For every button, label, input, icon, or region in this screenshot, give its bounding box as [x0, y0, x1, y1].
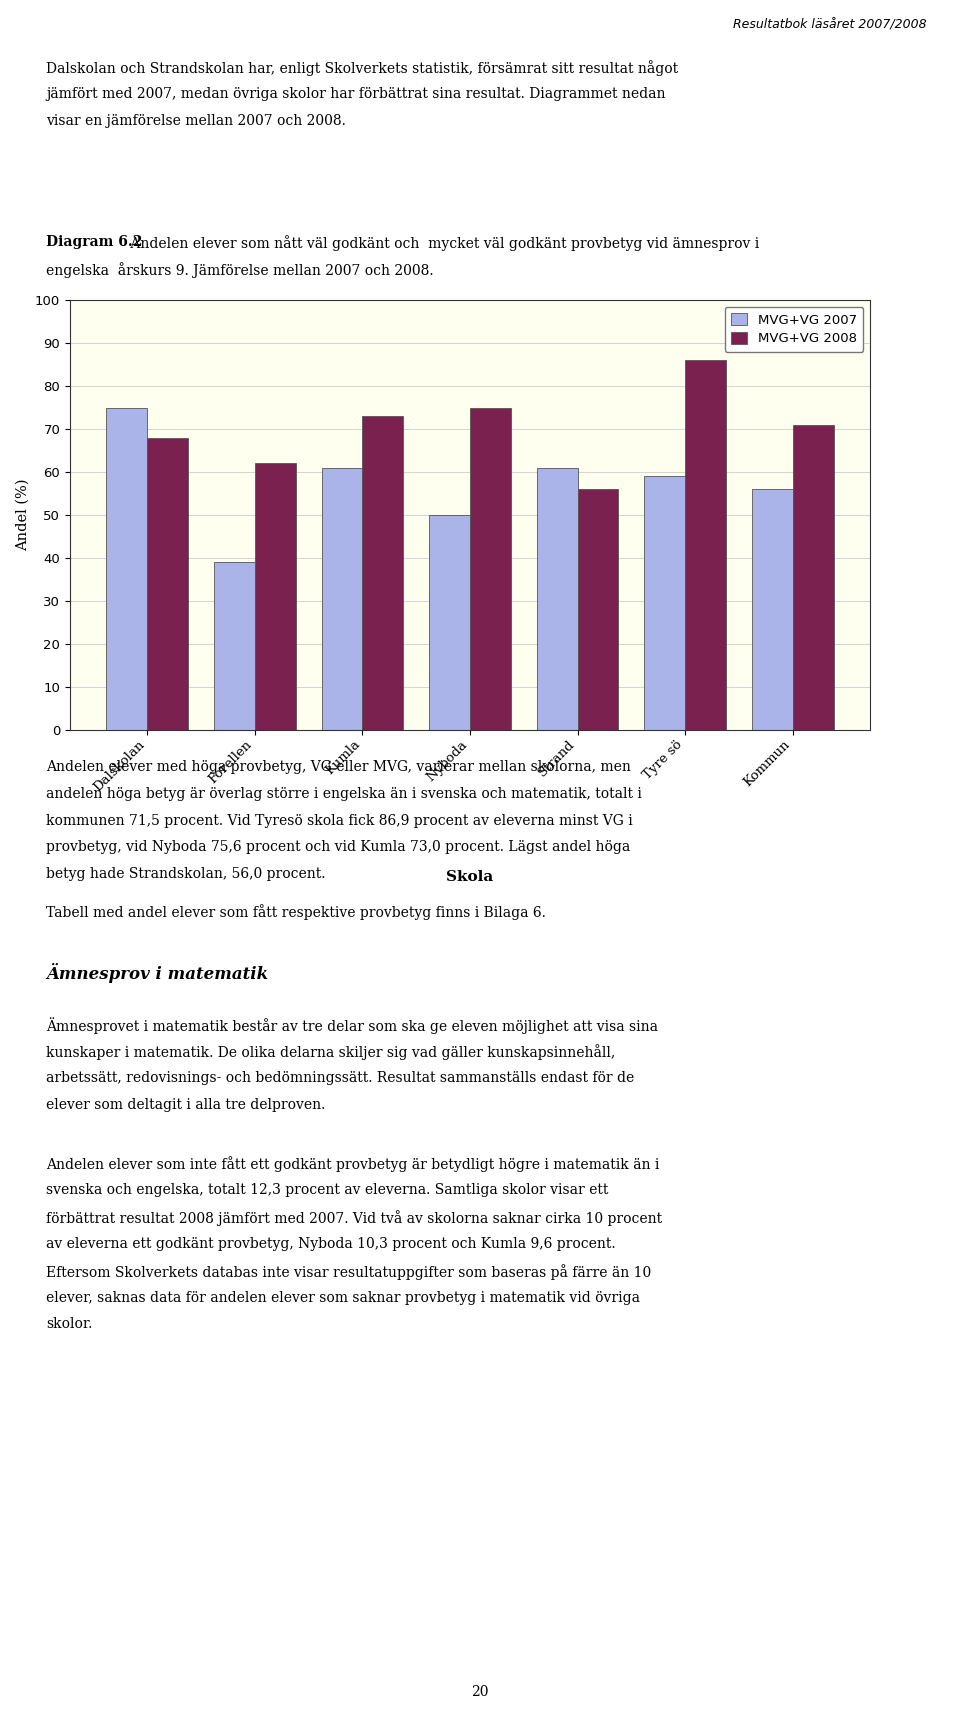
X-axis label: Skola: Skola: [446, 870, 493, 884]
Text: provbetyg, vid Nyboda 75,6 procent och vid Kumla 73,0 procent. Lägst andel höga: provbetyg, vid Nyboda 75,6 procent och v…: [46, 841, 631, 855]
Text: engelska  årskurs 9. Jämförelse mellan 2007 och 2008.: engelska årskurs 9. Jämförelse mellan 20…: [46, 261, 434, 279]
Text: Andelen elever som inte fått ett godkänt provbetyg är betydligt högre i matemati: Andelen elever som inte fått ett godkänt…: [46, 1157, 660, 1173]
Text: Diagram 6.2: Diagram 6.2: [46, 235, 142, 249]
Bar: [793, 424, 833, 730]
Text: Eftersom Skolverkets databas inte visar resultatuppgifter som baseras på färre ä: Eftersom Skolverkets databas inte visar …: [46, 1265, 651, 1280]
Text: betyg hade Strandskolan, 56,0 procent.: betyg hade Strandskolan, 56,0 procent.: [46, 867, 325, 881]
Text: andelen höga betyg är överlag större i engelska än i svenska och matematik, tota: andelen höga betyg är överlag större i e…: [46, 787, 642, 801]
Bar: [685, 360, 726, 730]
Text: arbetssätt, redovisnings- och bedömningssätt. Resultat sammanställs endast för d: arbetssätt, redovisnings- och bedömnings…: [46, 1071, 635, 1085]
Text: 20: 20: [471, 1685, 489, 1699]
Bar: [429, 516, 470, 730]
Bar: [470, 408, 511, 730]
Legend: MVG+VG 2007, MVG+VG 2008: MVG+VG 2007, MVG+VG 2008: [725, 306, 863, 351]
Bar: [322, 467, 363, 730]
Text: av eleverna ett godkänt provbetyg, Nyboda 10,3 procent och Kumla 9,6 procent.: av eleverna ett godkänt provbetyg, Nybod…: [46, 1237, 615, 1251]
Bar: [254, 464, 296, 730]
Text: jämfört med 2007, medan övriga skolor har förbättrat sina resultat. Diagrammet n: jämfört med 2007, medan övriga skolor ha…: [46, 86, 665, 100]
Bar: [363, 417, 403, 730]
Text: Ämnesprov i matematik: Ämnesprov i matematik: [46, 964, 268, 983]
Text: Tabell med andel elever som fått respektive provbetyg finns i Bilaga 6.: Tabell med andel elever som fått respekt…: [46, 905, 546, 920]
Text: Andelen elever med höga provbetyg, VG eller MVG, varierar mellan skolorna, men: Andelen elever med höga provbetyg, VG el…: [46, 759, 631, 773]
Text: elever som deltagit i alla tre delproven.: elever som deltagit i alla tre delproven…: [46, 1097, 325, 1111]
Bar: [214, 562, 254, 730]
Bar: [537, 467, 578, 730]
Text: svenska och engelska, totalt 12,3 procent av eleverna. Samtliga skolor visar ett: svenska och engelska, totalt 12,3 procen…: [46, 1183, 609, 1197]
Bar: [107, 408, 147, 730]
Text: förbättrat resultat 2008 jämfört med 2007. Vid två av skolorna saknar cirka 10 p: förbättrat resultat 2008 jämfört med 200…: [46, 1211, 662, 1227]
Y-axis label: Andel (%): Andel (%): [15, 479, 30, 552]
Bar: [752, 490, 793, 730]
Text: Dalskolan och Strandskolan har, enligt Skolverkets statistik, försämrat sitt res: Dalskolan och Strandskolan har, enligt S…: [46, 61, 678, 76]
Bar: [147, 438, 188, 730]
Text: visar en jämförelse mellan 2007 och 2008.: visar en jämförelse mellan 2007 och 2008…: [46, 114, 346, 128]
Bar: [578, 490, 618, 730]
Bar: [644, 476, 685, 730]
Text: kunskaper i matematik. De olika delarna skiljer sig vad gäller kunskapsinnehåll,: kunskaper i matematik. De olika delarna …: [46, 1043, 615, 1060]
Text: Andelen elever som nått väl godkänt och  mycket väl godkänt provbetyg vid ämnesp: Andelen elever som nått väl godkänt och …: [126, 235, 759, 251]
Text: Ämnesprovet i matematik består av tre delar som ska ge eleven möjlighet att visa: Ämnesprovet i matematik består av tre de…: [46, 1017, 659, 1035]
Text: Resultatbok läsåret 2007/2008: Resultatbok läsåret 2007/2008: [732, 17, 926, 31]
Text: kommunen 71,5 procent. Vid Tyresö skola fick 86,9 procent av eleverna minst VG i: kommunen 71,5 procent. Vid Tyresö skola …: [46, 813, 633, 827]
Text: skolor.: skolor.: [46, 1318, 92, 1332]
Text: elever, saknas data för andelen elever som saknar provbetyg i matematik vid övri: elever, saknas data för andelen elever s…: [46, 1291, 640, 1304]
